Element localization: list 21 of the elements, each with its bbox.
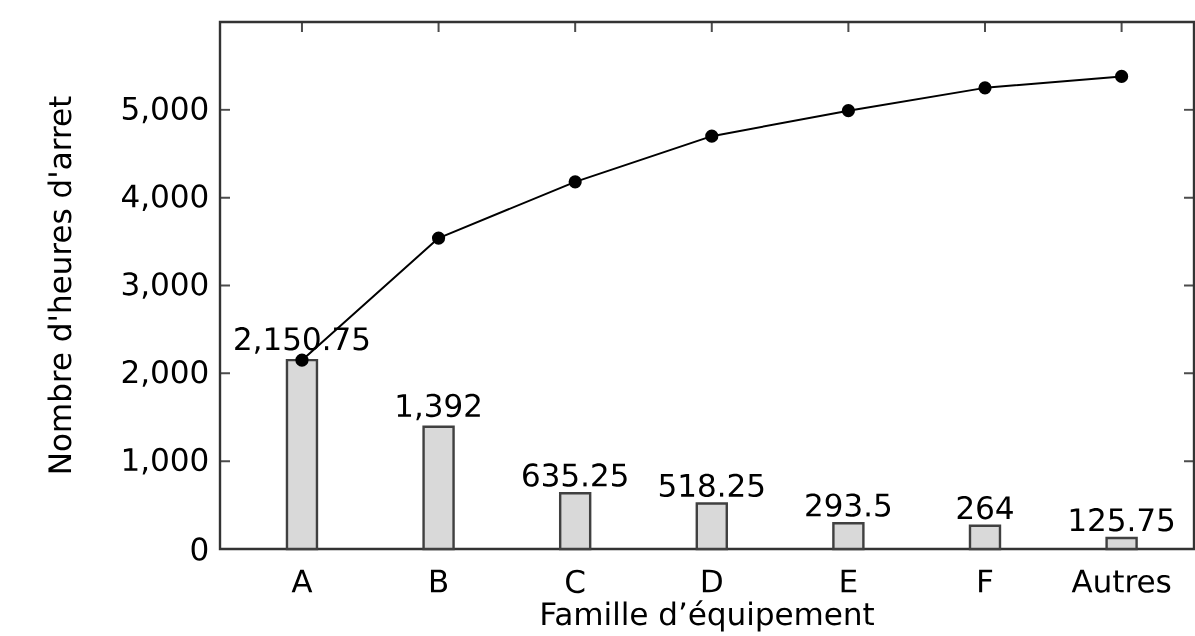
x-tick-label: D: [702, 569, 722, 593]
y-tick-label: 5,000: [122, 96, 208, 124]
x-tick-label: C: [566, 569, 585, 594]
x-axis-title: Famille d’équipement: [542, 600, 874, 632]
y-tick-label: 2,000: [122, 360, 208, 387]
y-tick-label: 3,000: [122, 272, 208, 299]
x-tick-label: E: [841, 569, 857, 593]
x-tick-label: B: [430, 569, 448, 593]
y-axis-title: Nombre d'heures d'arret: [47, 96, 72, 473]
y-tick-label: 0: [191, 537, 208, 561]
x-tick-label: F: [979, 569, 993, 593]
y-tick-label: 4,000: [122, 184, 208, 211]
x-tick-label: A: [291, 569, 313, 593]
data-label: 1,392: [397, 393, 480, 421]
y-tick-label: 1,000: [123, 447, 208, 475]
x-tick-label: Autres: [1071, 569, 1171, 593]
data-label: 125.75: [1070, 508, 1174, 532]
data-label: 518.25: [659, 473, 764, 498]
data-label: 635.25: [523, 463, 627, 487]
data-label: 264: [957, 495, 1013, 520]
data-label: 293.5: [806, 493, 891, 517]
